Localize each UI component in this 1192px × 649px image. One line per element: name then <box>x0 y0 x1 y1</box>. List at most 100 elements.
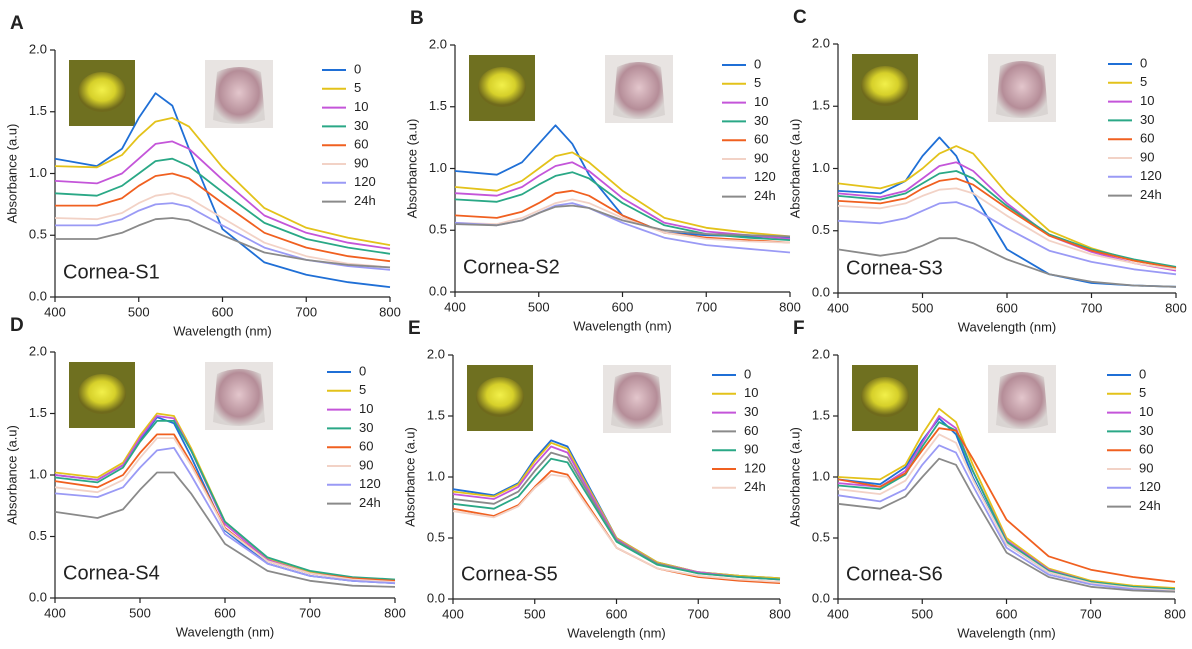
panel-label: D <box>10 315 24 336</box>
spectrum-line <box>54 117 391 246</box>
spectrum-line <box>837 427 1176 583</box>
x-tick-label: 700 <box>299 605 321 620</box>
annotation: Cornea-S4 <box>63 562 160 584</box>
spectrum-line <box>54 415 396 582</box>
legend-label: 120 <box>754 169 776 184</box>
spectrum-line <box>54 412 396 582</box>
spectrum-line <box>452 445 781 581</box>
x-tick-label: 600 <box>612 299 634 314</box>
spectrum-line <box>837 170 1177 268</box>
x-tick-label: 800 <box>1165 300 1187 315</box>
legend-label: 0 <box>754 56 761 71</box>
spectrum-line <box>54 437 396 583</box>
annotation: Cornea-S3 <box>846 257 943 279</box>
spectrum-line <box>837 187 1177 271</box>
legend-label: 24h <box>1139 498 1161 513</box>
legend-label: 10 <box>754 94 768 109</box>
y-tick-label: 1.5 <box>812 98 830 113</box>
spectrum-line <box>837 161 1177 272</box>
y-tick-label: 1.0 <box>427 468 445 483</box>
legend-label: 5 <box>354 80 361 95</box>
legend-label: 60 <box>1139 442 1153 457</box>
spectrum-line <box>54 420 396 581</box>
spectrum-line <box>54 140 391 250</box>
legend-label: 10 <box>744 385 758 400</box>
y-axis-label: Absorbance (a.u) <box>4 425 19 525</box>
y-tick-label: 0.5 <box>812 222 830 237</box>
inset-photo-gel-body <box>213 67 265 124</box>
legend-label: 24h <box>1140 187 1162 202</box>
legend-label: 120 <box>1140 168 1162 183</box>
spectrum-line <box>55 217 391 269</box>
y-tick-label: 0.0 <box>427 590 445 605</box>
y-tick-label: 2.0 <box>812 35 830 50</box>
panel: 400 500 600 700 8000.00.51.01.52.0Wavelength… <box>402 318 790 640</box>
spectrum-line <box>55 172 391 263</box>
x-tick-label: 400 <box>44 304 66 319</box>
inset-photo-glow <box>476 377 524 417</box>
y-axis-label: Absorbance (a.u) <box>787 119 802 219</box>
panel-label: C <box>793 7 807 28</box>
y-tick-label: 1.5 <box>427 407 445 422</box>
y-tick-label: 2.0 <box>29 41 47 56</box>
x-tick-label: 600 <box>996 300 1018 315</box>
legend-label: 90 <box>359 457 373 472</box>
legend-label: 60 <box>354 137 368 152</box>
spectrum-line <box>452 439 781 580</box>
inset-photo-glow <box>861 66 909 106</box>
panel: 400 500 600 700 8000.00.51.01.52.0Wavelength… <box>787 7 1186 334</box>
panel: 400 500 600 700 8000.00.51.01.52.0Wavelength… <box>787 318 1185 640</box>
legend-label: 30 <box>744 404 758 419</box>
panel-label: B <box>410 8 424 29</box>
inset-photo-gel-body <box>613 62 665 119</box>
legend-label: 10 <box>359 401 373 416</box>
spectrum-line <box>54 433 396 582</box>
x-tick-label: 500 <box>911 606 933 621</box>
legend-label: 30 <box>754 113 768 128</box>
spectrum-line <box>454 161 791 240</box>
inset-photo-gel-body <box>611 372 663 429</box>
x-tick-label: 800 <box>769 606 791 621</box>
spectrum-line <box>837 237 1177 288</box>
y-tick-label: 0.0 <box>29 288 47 303</box>
panel-label: F <box>793 318 805 339</box>
y-tick-label: 1.0 <box>29 165 47 180</box>
x-tick-label: 800 <box>1164 606 1186 621</box>
legend-label: 30 <box>1139 423 1153 438</box>
legend-label: 30 <box>1140 112 1154 127</box>
legend-label: 60 <box>744 423 758 438</box>
spectrum-line <box>454 204 791 238</box>
x-tick-label: 600 <box>214 605 236 620</box>
y-axis-label: Absorbance (a.u) <box>4 124 19 224</box>
legend-label: 60 <box>754 132 768 147</box>
legend-label: 60 <box>1140 131 1154 146</box>
y-tick-label: 0.5 <box>429 222 447 237</box>
spectrum-line <box>837 177 1177 269</box>
legend-label: 120 <box>359 476 381 491</box>
legend-label: 0 <box>354 61 361 76</box>
inset-photo-glow <box>861 377 909 417</box>
legend-label: 0 <box>359 363 366 378</box>
x-tick-label: 400 <box>444 299 466 314</box>
y-tick-label: 1.0 <box>812 160 830 175</box>
y-tick-label: 2.0 <box>427 346 445 361</box>
legend-label: 90 <box>354 155 368 170</box>
y-tick-label: 2.0 <box>29 343 47 358</box>
legend-label: 120 <box>744 460 766 475</box>
spectrum-line <box>837 444 1176 593</box>
legend-label: 0 <box>744 366 751 381</box>
x-tick-label: 500 <box>524 606 546 621</box>
annotation: Cornea-S1 <box>63 261 160 283</box>
spectrum-line <box>452 470 781 584</box>
x-tick-label: 800 <box>384 605 406 620</box>
x-tick-label: 500 <box>528 299 550 314</box>
x-axis-label: Wavelength (nm) <box>958 319 1057 334</box>
y-tick-label: 0.5 <box>29 227 47 242</box>
spectrum-line <box>54 157 391 255</box>
spectrum-line <box>837 201 1177 276</box>
inset-photo-gel-body <box>996 61 1048 118</box>
x-tick-label: 500 <box>912 300 934 315</box>
x-tick-label: 800 <box>379 304 401 319</box>
legend-label: 5 <box>754 75 761 90</box>
